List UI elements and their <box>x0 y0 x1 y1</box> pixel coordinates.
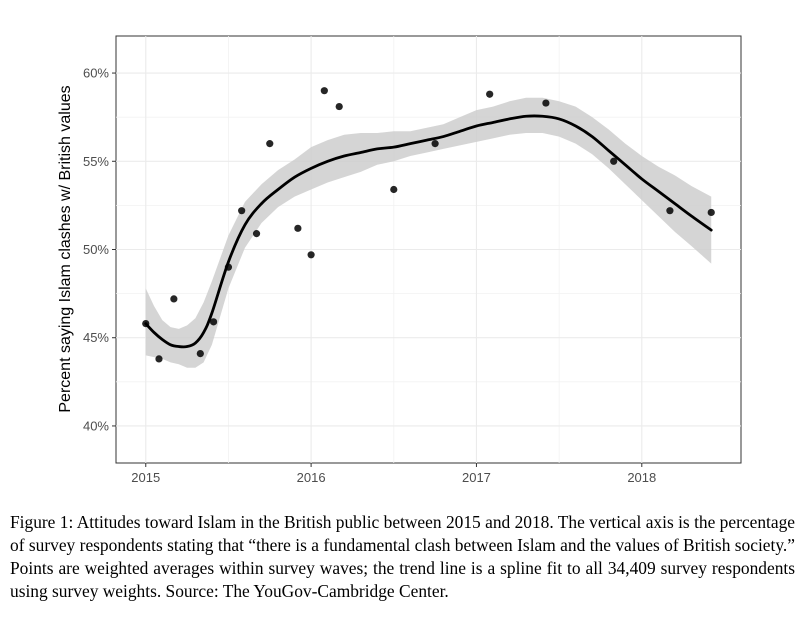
data-point <box>431 140 439 148</box>
x-tick-label: 2018 <box>627 470 656 485</box>
x-tick-label: 2016 <box>297 470 326 485</box>
data-point <box>294 224 302 232</box>
data-point <box>666 207 674 215</box>
y-tick-label: 45% <box>83 330 109 345</box>
data-point <box>170 295 178 303</box>
y-axis-ticks: 40% 45% 50% 55% 60% <box>83 66 116 433</box>
chart-container: 40% 45% 50% 55% 60% 2015 2016 2017 2018 Percent… <box>57 35 742 485</box>
confidence-band-layer <box>145 97 712 368</box>
scatter-chart: 40% 45% 50% 55% 60% 2015 2016 2017 2018 Percent… <box>57 35 742 485</box>
data-point <box>155 355 163 363</box>
data-point <box>307 251 315 259</box>
x-tick-label: 2017 <box>462 470 491 485</box>
y-tick-label: 60% <box>83 66 109 81</box>
data-point <box>196 350 204 358</box>
data-point <box>542 99 550 107</box>
trend-line <box>144 114 713 349</box>
data-point <box>238 207 246 215</box>
data-point <box>209 318 218 326</box>
x-tick-label: 2015 <box>131 470 160 485</box>
figure-caption: Figure 1: Attitudes toward Islam in the … <box>10 512 795 601</box>
data-point <box>224 263 233 271</box>
data-point <box>320 87 328 95</box>
y-tick-label: 50% <box>83 242 109 257</box>
data-point <box>252 230 261 238</box>
data-point <box>610 157 618 165</box>
data-point <box>142 320 150 328</box>
x-axis-ticks: 2015 2016 2017 2018 <box>131 463 656 485</box>
trend-line-layer <box>144 114 713 349</box>
confidence-band <box>145 97 712 368</box>
data-points <box>142 87 715 363</box>
data-point <box>335 102 343 111</box>
data-point <box>390 185 398 194</box>
data-point <box>266 140 274 148</box>
y-axis-title: Percent saying Islam clashes w/ British … <box>57 85 74 412</box>
y-tick-label: 55% <box>83 154 109 169</box>
major-gridlines <box>116 36 741 463</box>
data-point <box>707 208 715 217</box>
y-tick-label: 40% <box>83 418 109 433</box>
data-point <box>486 90 494 98</box>
